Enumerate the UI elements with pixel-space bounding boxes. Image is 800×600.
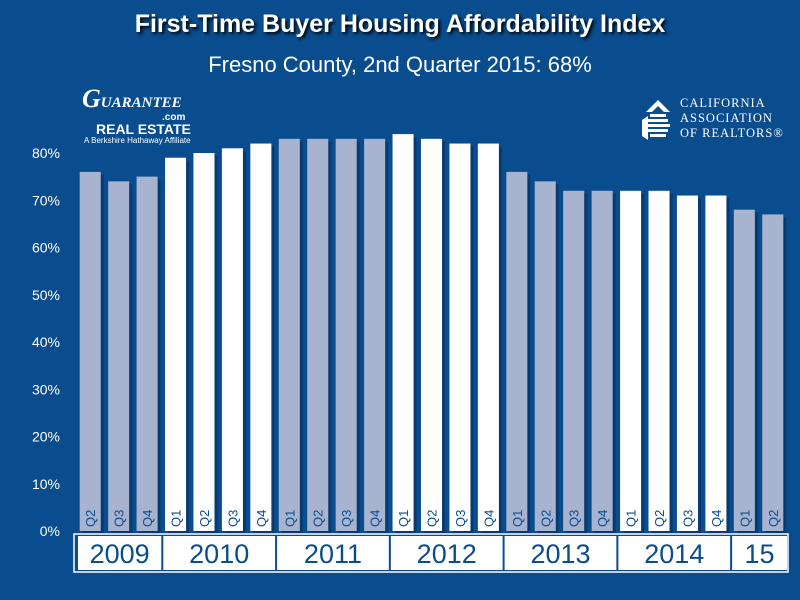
quarter-label: Q4 xyxy=(595,510,610,527)
year-label: 2011 xyxy=(304,539,362,569)
quarter-label: Q3 xyxy=(567,510,582,527)
bar xyxy=(79,171,101,531)
chart-title: First-Time Buyer Housing Affordability I… xyxy=(134,10,666,38)
y-tick-label: 10% xyxy=(32,476,60,492)
car-line2: ASSOCIATION xyxy=(680,111,773,125)
brand-domain: .com xyxy=(162,112,186,123)
bar xyxy=(335,138,357,531)
year-label: 2012 xyxy=(417,539,477,569)
year-box xyxy=(78,536,162,570)
car-logo: CALIFORNIA ASSOCIATION OF REALTORS® xyxy=(638,96,788,156)
quarter-label: Q1 xyxy=(624,510,639,527)
quarter-label: Q2 xyxy=(538,510,553,527)
quarter-label: Q4 xyxy=(709,510,724,527)
y-tick-label: 40% xyxy=(32,334,60,350)
bar xyxy=(648,190,670,532)
quarter-label: Q3 xyxy=(680,510,695,527)
quarter-label: Q4 xyxy=(481,510,496,527)
year-box xyxy=(163,536,276,570)
bar xyxy=(250,143,272,532)
bar xyxy=(364,138,386,531)
year-label: 2010 xyxy=(189,539,249,569)
quarter-label: Q2 xyxy=(311,510,326,527)
bar xyxy=(762,214,784,532)
quarter-label: Q2 xyxy=(766,510,781,527)
brand-affiliate: A Berkshire Hathaway Affiliate xyxy=(84,136,191,145)
year-box xyxy=(504,536,617,570)
bar xyxy=(420,138,443,531)
bar xyxy=(733,209,755,531)
car-emblem-icon xyxy=(642,100,670,140)
y-tick-label: 60% xyxy=(32,240,60,256)
quarter-label: Q3 xyxy=(225,510,240,527)
bar xyxy=(278,138,300,531)
y-tick-label: 20% xyxy=(32,429,60,445)
bar xyxy=(506,171,528,531)
quarter-label: Q4 xyxy=(140,510,155,527)
bar xyxy=(449,143,471,532)
bar xyxy=(165,157,187,531)
quarter-label: Q3 xyxy=(339,510,354,527)
bar xyxy=(705,195,727,531)
y-tick-label: 0% xyxy=(40,523,60,539)
year-label: 2014 xyxy=(644,539,704,569)
guarantee-real-estate-logo: GUARANTEE .com REAL ESTATE A Berkshire H… xyxy=(82,84,212,146)
year-label: 2013 xyxy=(530,539,590,569)
quarter-label: Q3 xyxy=(112,510,127,527)
bar xyxy=(392,134,414,531)
quarter-label: Q1 xyxy=(510,510,525,527)
chart-subtitle: Fresno County, 2nd Quarter 2015: 68% xyxy=(208,52,592,77)
y-tick-label: 50% xyxy=(32,287,60,303)
quarter-label: Q3 xyxy=(453,510,468,527)
year-box xyxy=(618,536,731,570)
bar xyxy=(563,190,585,532)
y-tick-label: 80% xyxy=(32,145,60,161)
bar xyxy=(108,181,130,531)
bar xyxy=(136,176,158,531)
quarter-label: Q1 xyxy=(396,510,411,527)
quarter-label: Q2 xyxy=(83,510,98,527)
bar xyxy=(676,195,698,531)
car-line1: CALIFORNIA xyxy=(680,96,766,110)
year-box xyxy=(732,536,787,570)
year-strip-border xyxy=(73,533,789,573)
year-box xyxy=(390,536,503,570)
quarter-label: Q2 xyxy=(652,510,667,527)
bar xyxy=(221,148,243,531)
year-box xyxy=(277,536,389,570)
quarter-label: Q1 xyxy=(169,510,184,527)
brand-name: GUARANTEE xyxy=(82,84,182,113)
bar xyxy=(620,190,642,532)
quarter-label: Q1 xyxy=(282,510,297,527)
year-label: 2009 xyxy=(90,539,150,569)
quarter-label: Q2 xyxy=(425,510,440,527)
y-tick-label: 70% xyxy=(32,192,60,208)
car-line3: OF REALTORS® xyxy=(680,126,784,140)
year-label: 15 xyxy=(745,539,775,569)
bar xyxy=(477,143,499,532)
y-tick-label: 30% xyxy=(32,381,60,397)
quarter-label: Q4 xyxy=(368,510,383,527)
brand-line2: REAL ESTATE xyxy=(96,121,191,137)
bar xyxy=(591,190,613,532)
bar xyxy=(307,138,329,531)
quarter-label: Q4 xyxy=(254,510,269,527)
quarter-label: Q1 xyxy=(737,510,752,527)
bar xyxy=(193,153,215,531)
bar xyxy=(534,181,556,531)
quarter-label: Q2 xyxy=(197,510,212,527)
